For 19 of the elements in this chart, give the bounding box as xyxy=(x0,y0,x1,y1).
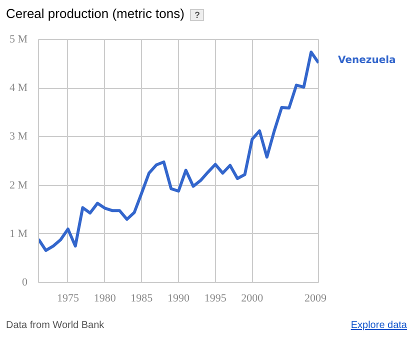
x-tick-label: 1980 xyxy=(94,292,116,304)
y-tick-label: 2 M xyxy=(9,179,28,192)
text: ? xyxy=(190,8,204,21)
x-tick-label: 2009 xyxy=(304,292,327,304)
chart-title: Cereal production (metric tons) xyxy=(6,6,184,21)
y-tick-label: 3 M xyxy=(9,130,28,143)
x-tick-label: 2000 xyxy=(241,292,264,304)
y-tick-label: 4 M xyxy=(9,82,28,94)
y-tick-label: 1 M xyxy=(9,228,28,240)
line-series xyxy=(38,50,318,252)
x-tick-label: 1975 xyxy=(56,292,80,304)
x-tick-label: 1990 xyxy=(168,292,190,304)
series-label: Venezuela xyxy=(338,55,396,66)
text: Explore data xyxy=(350,320,407,331)
text: Data from World Bank xyxy=(6,320,104,331)
x-tick-label: 1995 xyxy=(204,292,227,304)
y-tick-label: 5 M xyxy=(9,34,28,46)
y-tick-label: 0 xyxy=(22,276,28,288)
x-tick-label: 1985 xyxy=(130,292,154,304)
